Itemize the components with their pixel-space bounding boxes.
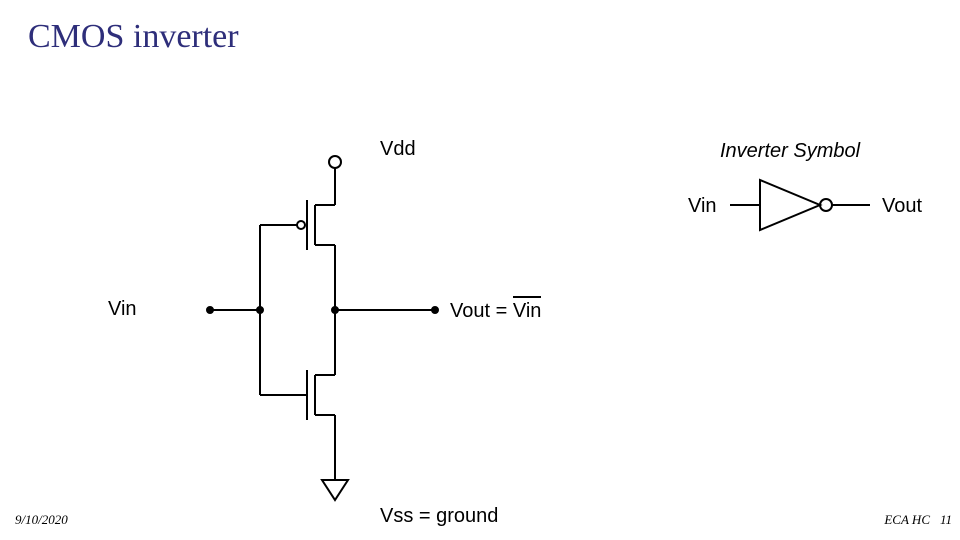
vout-eq-overline: Vin [513, 300, 542, 323]
vout-eq-prefix: Vout = [450, 300, 513, 322]
label-vss: Vss = ground [380, 505, 498, 528]
footer-course: ECA HC [884, 512, 930, 528]
cmos-circuit-diagram [200, 150, 460, 510]
footer-date: 9/10/2020 [15, 512, 68, 528]
label-vin-circuit: Vin [108, 298, 137, 321]
label-vin-symbol: Vin [688, 195, 717, 218]
symbol-heading: Inverter Symbol [720, 140, 860, 163]
label-vdd: Vdd [380, 138, 416, 161]
label-vout-equation: Vout = Vin [450, 300, 541, 323]
label-vout-symbol: Vout [882, 195, 922, 218]
footer-page-number: 11 [940, 512, 952, 528]
page-title: CMOS inverter [28, 18, 239, 56]
inverter-symbol-diagram [730, 175, 900, 245]
